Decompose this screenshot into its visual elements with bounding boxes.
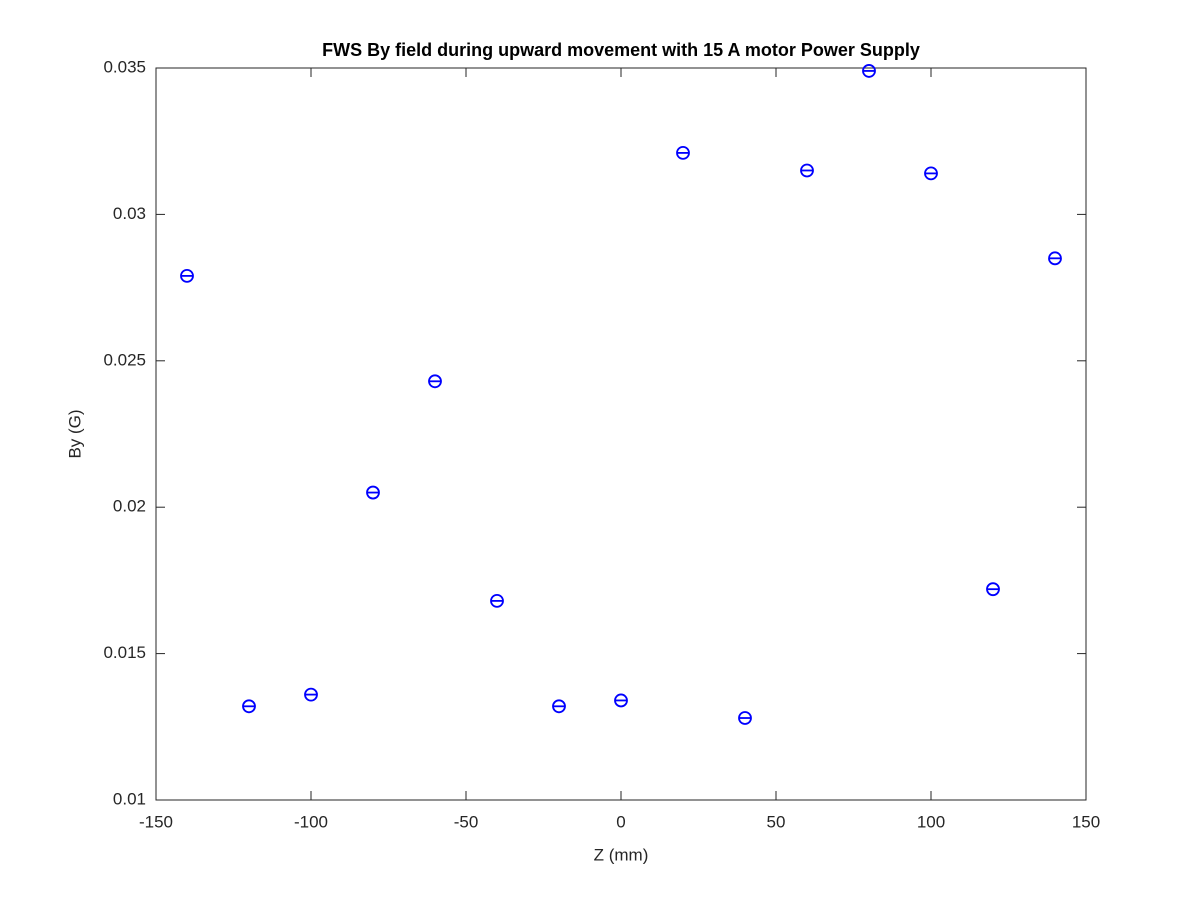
y-tick-label: 0.035 <box>103 57 146 76</box>
x-tick-label: 100 <box>917 812 945 831</box>
point <box>738 711 752 725</box>
point <box>800 163 814 178</box>
x-tick-label: -50 <box>454 812 479 831</box>
point <box>986 582 1000 597</box>
x-tick-label: 50 <box>767 812 786 831</box>
y-tick-label: 0.015 <box>103 643 146 662</box>
y-tick-label: 0.01 <box>113 789 146 808</box>
y-tick-label: 0.025 <box>103 350 146 369</box>
y-tick-label: 0.02 <box>113 497 146 516</box>
x-axis-label: Z (mm) <box>594 845 649 864</box>
point <box>676 146 690 160</box>
point <box>862 64 876 78</box>
x-tick-label: 150 <box>1072 812 1100 831</box>
point <box>1048 251 1062 266</box>
y-tick-label: 0.03 <box>113 204 146 223</box>
point <box>304 687 318 702</box>
x-tick-label: -100 <box>294 812 328 831</box>
x-tick-label: 0 <box>616 812 625 831</box>
point <box>924 166 938 181</box>
point <box>366 485 380 500</box>
point <box>552 699 566 714</box>
point <box>242 699 256 714</box>
point <box>428 374 442 389</box>
y-axis-label: By (G) <box>65 409 84 458</box>
chart-title: FWS By field during upward movement with… <box>322 40 920 60</box>
x-tick-label: -150 <box>139 812 173 831</box>
point <box>490 593 504 608</box>
point <box>614 693 628 708</box>
point <box>180 268 194 283</box>
